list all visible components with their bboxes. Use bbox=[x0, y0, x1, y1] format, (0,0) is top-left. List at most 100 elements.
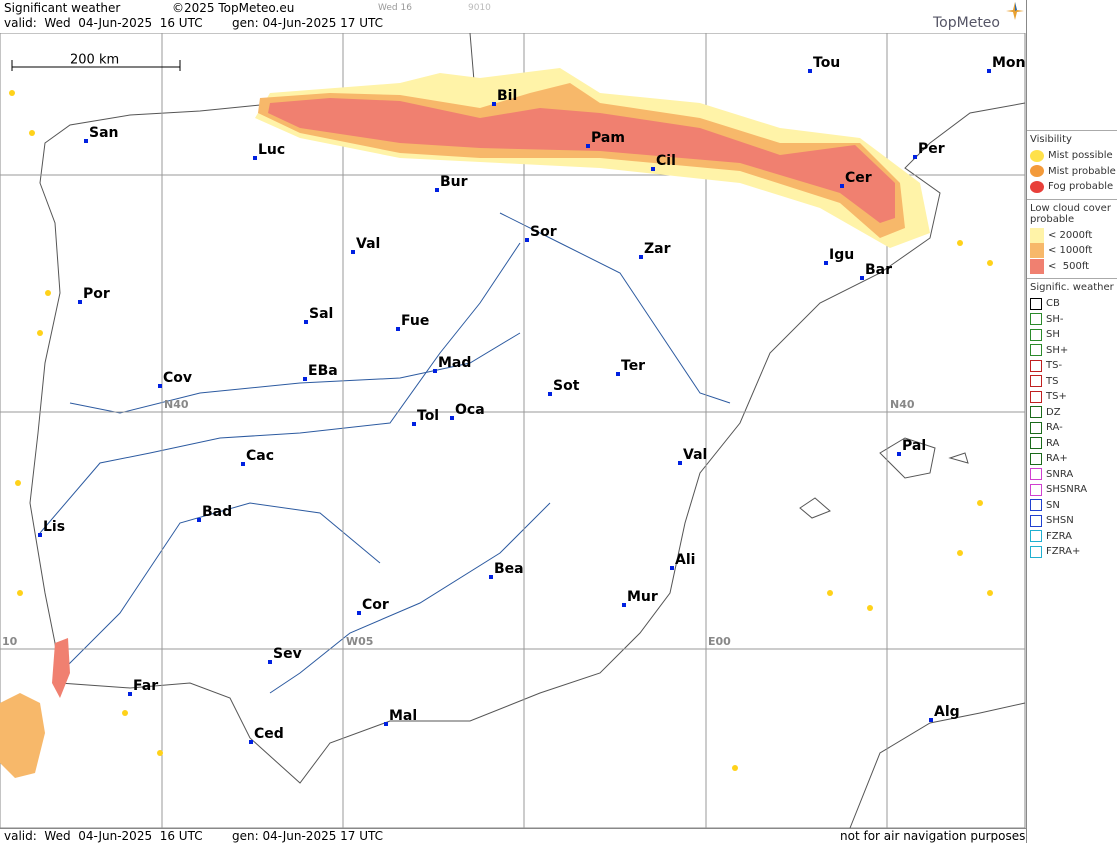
city-label: Val bbox=[356, 236, 380, 252]
legend-label: SN bbox=[1046, 499, 1060, 511]
city-label: Far bbox=[133, 678, 158, 694]
city-dot bbox=[492, 102, 496, 106]
legend-title: Signific. weather bbox=[1030, 282, 1114, 293]
legend-swatch bbox=[1030, 149, 1044, 162]
legend-item: RA- bbox=[1030, 420, 1114, 436]
legend-label: < 2000ft bbox=[1048, 229, 1093, 241]
city-label: Cac bbox=[246, 448, 274, 464]
city-dot bbox=[622, 603, 626, 607]
city-dot bbox=[586, 144, 590, 148]
city-label: Ced bbox=[254, 726, 284, 742]
slider-code: 9010 bbox=[468, 3, 491, 13]
legend-item: FZRA+ bbox=[1030, 544, 1114, 560]
city-dot bbox=[303, 377, 307, 381]
city-dot bbox=[840, 184, 844, 188]
city-dot bbox=[450, 416, 454, 420]
grid-label: W05 bbox=[346, 635, 373, 648]
city-label: Ali bbox=[675, 552, 695, 568]
graticule bbox=[0, 33, 1025, 828]
title: Significant weather bbox=[4, 1, 121, 15]
legend-item: SHSNRA bbox=[1030, 482, 1114, 498]
slider-label: Wed 16 bbox=[378, 3, 412, 13]
legend-low-cloud: Low cloud cover probable < 2000ft < 1000ft… bbox=[1027, 198, 1117, 279]
city-dot bbox=[128, 692, 132, 696]
grid-label: N40 bbox=[890, 398, 915, 411]
legend-label: RA- bbox=[1046, 422, 1063, 434]
city-label: Alg bbox=[934, 704, 960, 720]
city-dot bbox=[435, 188, 439, 192]
city-dot bbox=[384, 722, 388, 726]
city-label: Sor bbox=[530, 224, 557, 240]
brand: TopMeteo bbox=[933, 15, 1000, 31]
legend-label: SH- bbox=[1046, 313, 1064, 325]
legend-swatch bbox=[1030, 243, 1044, 259]
legend-label: < 500ft bbox=[1048, 260, 1090, 272]
city-label: Bea bbox=[494, 561, 524, 577]
legend-label: DZ bbox=[1046, 406, 1061, 418]
city-dot bbox=[412, 422, 416, 426]
brand-logo bbox=[1006, 2, 1024, 20]
header: Significant weather ©2025 TopMeteo.eu We… bbox=[0, 0, 1026, 33]
city-label: San bbox=[89, 125, 119, 141]
city-label: Por bbox=[83, 286, 110, 302]
city-label: Lis bbox=[43, 519, 65, 535]
city-label: Igu bbox=[829, 247, 854, 263]
city-dot bbox=[616, 372, 620, 376]
city-dot bbox=[253, 156, 257, 160]
legend-item: SH- bbox=[1030, 312, 1114, 328]
city-label: Pam bbox=[591, 130, 625, 146]
legend-swatch bbox=[1030, 468, 1042, 481]
city-label: Mur bbox=[627, 589, 658, 605]
legend-title: Low cloud cover probable bbox=[1030, 202, 1111, 225]
generated-time: gen: 04-Jun-2025 17 UTC bbox=[232, 829, 384, 843]
city-dot bbox=[651, 167, 655, 171]
legend-label: SH bbox=[1046, 329, 1060, 341]
legend-swatch bbox=[1030, 545, 1042, 558]
legend-item: RA+ bbox=[1030, 451, 1114, 467]
city-label: Zar bbox=[644, 241, 671, 257]
cities: San Luc Bur Bil Pam Cil Tou Mon Per Cer Val Sor Zar I… bbox=[38, 55, 1026, 744]
legend-label: Fog probable bbox=[1048, 181, 1114, 193]
legend-item: SH+ bbox=[1030, 343, 1114, 359]
copyright: ©2025 TopMeteo.eu bbox=[172, 1, 295, 15]
map: 200 km N40 N40 W05 E00 10 San Luc Bur Bil Pa… bbox=[0, 33, 1026, 828]
city-dot bbox=[396, 327, 400, 331]
legend-swatch bbox=[1030, 165, 1044, 178]
city-label: Bil bbox=[497, 88, 517, 104]
legend-label: TS- bbox=[1046, 360, 1063, 372]
city-dot bbox=[987, 69, 991, 73]
legend-item: TS bbox=[1030, 374, 1114, 390]
legend-item: DZ bbox=[1030, 405, 1114, 421]
legend-swatch bbox=[1030, 344, 1042, 357]
generated-time: gen: 04-Jun-2025 17 UTC bbox=[232, 16, 384, 30]
city-dot bbox=[249, 740, 253, 744]
legend-item: TS- bbox=[1030, 358, 1114, 374]
city-label: Pal bbox=[902, 438, 926, 454]
legend-label: TS+ bbox=[1046, 391, 1067, 403]
legend-label: TS bbox=[1046, 375, 1059, 387]
legend-item: CB bbox=[1030, 296, 1114, 312]
legend-label: Mist possible bbox=[1048, 150, 1113, 162]
legend-swatch bbox=[1030, 390, 1042, 403]
legend-title: Visibility bbox=[1030, 134, 1072, 145]
scale-label: 200 km bbox=[70, 53, 119, 68]
city-dot bbox=[897, 452, 901, 456]
legend-item: Fog probable bbox=[1030, 179, 1114, 195]
city-dot bbox=[197, 518, 201, 522]
city-label: Ter bbox=[621, 358, 645, 374]
city-label: Per bbox=[918, 141, 945, 157]
city-label: Mad bbox=[438, 355, 471, 371]
legend-label: < 1000ft bbox=[1048, 245, 1093, 257]
city-dot bbox=[84, 139, 88, 143]
legend-swatch bbox=[1030, 359, 1042, 372]
city-dot bbox=[304, 320, 308, 324]
city-dot bbox=[525, 238, 529, 242]
coastline bbox=[29, 33, 1026, 828]
city-dot bbox=[357, 611, 361, 615]
city-label: Tou bbox=[813, 55, 840, 71]
legend-label: FZRA bbox=[1046, 530, 1072, 542]
legend-swatch bbox=[1030, 514, 1042, 527]
legend-item: RA bbox=[1030, 436, 1114, 452]
city-dot bbox=[158, 384, 162, 388]
valid-time: valid: Wed 04-Jun-2025 16 UTC bbox=[4, 829, 203, 843]
